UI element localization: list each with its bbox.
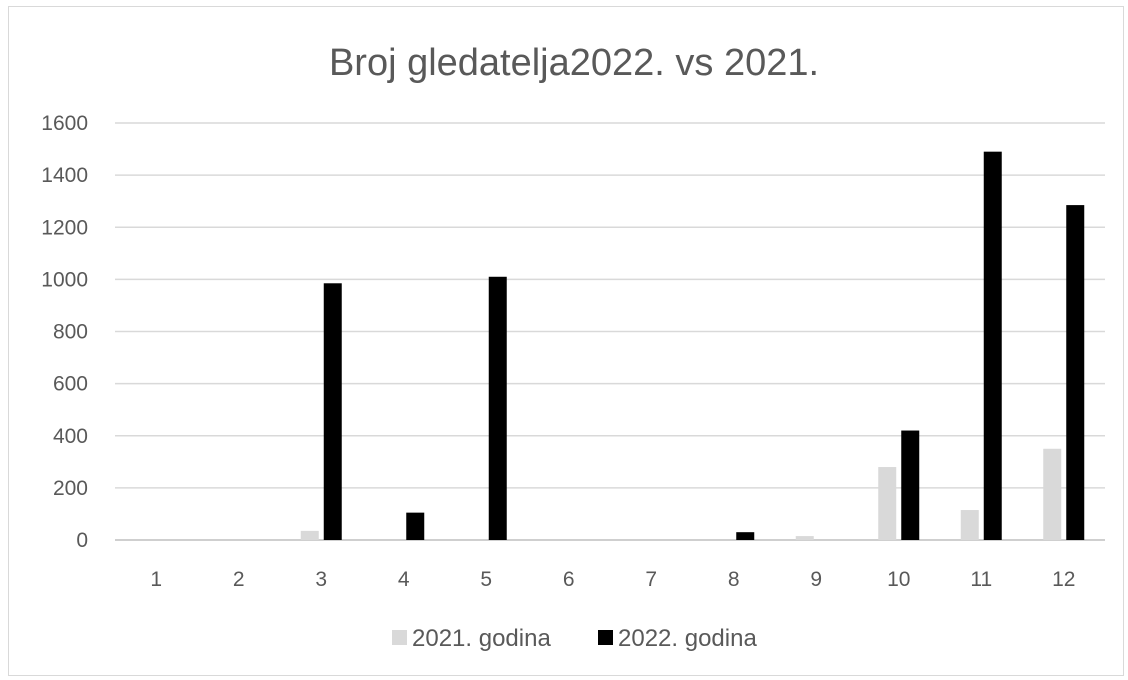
x-tick-label: 10 [887,568,910,591]
x-axis-ticks: 1 2 3 4 5 6 7 8 9 10 11 12 [150,568,1075,591]
bar-2022-10 [901,430,920,540]
y-tick-label: 600 [53,373,88,396]
bar-2022-4 [406,512,425,540]
bar-2022-11 [983,151,1002,540]
x-tick-label: 7 [645,568,657,591]
legend-swatch-2021 [392,630,407,645]
legend-label-2021: 2021. godina [412,625,551,652]
legend: 2021. godina 2022. godina [392,625,757,652]
bar-2022-3 [323,283,342,540]
bar-2021-12 [1043,448,1062,540]
y-tick-label: 1400 [41,164,88,187]
y-tick-label: 1000 [41,268,88,291]
chart-title: Broj gledatelja2022. vs 2021. [329,42,819,84]
legend-swatch-2022 [598,630,613,645]
y-tick-label: 200 [53,477,88,500]
bar-2021-9 [795,536,814,540]
x-tick-label: 2 [233,568,245,591]
legend-label-2022: 2022. godina [618,625,757,652]
y-tick-label: 1200 [41,216,88,239]
bar-2021-3 [300,530,319,540]
y-tick-label: 400 [53,425,88,448]
x-tick-label: 12 [1052,568,1075,591]
bar-2022-8 [736,532,755,540]
y-tick-label: 800 [53,321,88,344]
bar-2022-12 [1066,205,1085,541]
bar-2021-11 [960,510,979,540]
gridlines [115,122,1105,541]
x-tick-label: 6 [563,568,575,591]
x-tick-label: 8 [728,568,740,591]
bar-2022-5 [488,276,507,540]
y-tick-label: 0 [76,529,88,552]
x-tick-label: 4 [398,568,410,591]
x-tick-label: 3 [315,568,327,591]
y-axis-ticks: 0 200 400 600 800 1000 1200 1400 1600 [41,112,88,552]
bars [300,151,1085,541]
chart-frame [8,6,1124,676]
x-tick-label: 5 [480,568,492,591]
x-tick-label: 1 [150,568,162,591]
x-tick-label: 9 [810,568,822,591]
y-tick-label: 1600 [41,112,88,135]
x-tick-label: 11 [970,568,992,591]
bar-2021-10 [878,467,897,540]
